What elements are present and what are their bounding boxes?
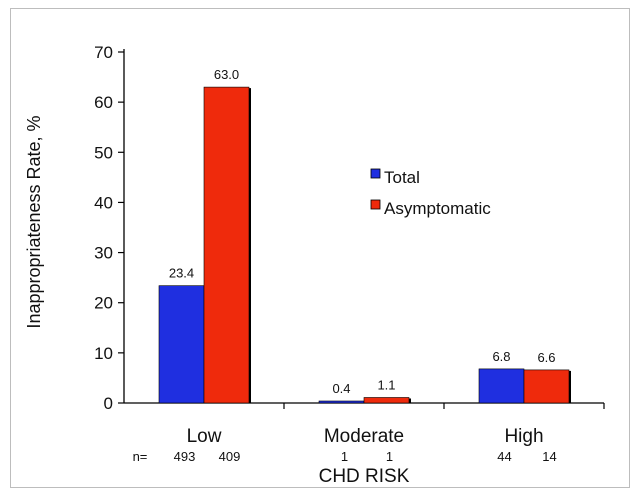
bar-total-moderate [318,400,365,404]
data-label: 63.0 [214,67,239,82]
category-label: High [504,426,543,447]
data-label: 6.6 [537,350,555,365]
data-label: 23.4 [169,266,194,281]
legend-label-asymptomatic: Asymptomatic [384,199,491,218]
chart-frame [10,8,630,488]
n-count: 1 [386,449,393,464]
n-count: 409 [219,449,241,464]
n-count: 44 [497,449,511,464]
bar-asymptomatic-low [203,86,250,404]
x-axis-label: CHD RISK [319,466,410,487]
axes: 0 10 20 30 40 50 60 70 [94,43,605,413]
y-tick-label: 70 [94,43,113,62]
n-count: 14 [542,449,556,464]
y-tick-label: 0 [104,394,113,413]
y-tick-label: 20 [94,294,113,313]
n-count: 1 [341,449,348,464]
legend-swatch-asymptomatic [370,199,381,210]
y-axis-label: Inappropriateness Rate, % [24,115,44,328]
category-label: Moderate [324,426,404,447]
y-tick-label: 40 [94,193,113,212]
bar-total-high [478,368,525,404]
y-tick-label: 50 [94,143,113,162]
legend: Total Asymptomatic [370,168,491,218]
y-tick-label: 60 [94,93,113,112]
bar-asymptomatic-high [523,369,570,404]
y-tick-label: 10 [94,344,113,363]
labels: 23.4 493 63.0 409 Low 0.4 1 1.1 1 Moderate 6.8 44 6.… [169,67,557,464]
data-label: 6.8 [492,349,510,364]
bars [158,86,571,404]
y-tick-label: 30 [94,244,113,263]
n-label: n= [133,449,148,464]
legend-swatch-total [370,168,381,179]
data-label: 1.1 [377,377,395,392]
bar-total-low [158,285,205,404]
category-label: Low [187,426,222,447]
n-count: 493 [174,449,196,464]
data-label: 0.4 [332,381,350,396]
bar-asymptomatic-moderate [363,397,410,404]
legend-label-total: Total [384,168,420,187]
